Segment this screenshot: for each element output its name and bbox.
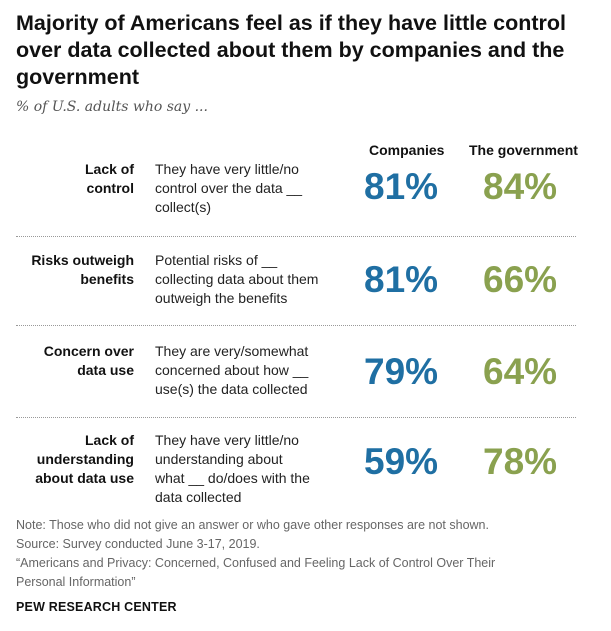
row-category-label: Lack of control	[85, 160, 134, 198]
row-description-line: collecting data about them	[155, 271, 319, 287]
row-category-label: Concern over data use	[44, 342, 134, 380]
row-description-line: control over the data __	[155, 180, 303, 196]
row-category-line: benefits	[80, 271, 134, 287]
column-header-government: The government	[469, 142, 578, 158]
footnote-citation-continued: Personal Information”	[16, 575, 136, 589]
row-category-line: Risks outweigh	[31, 252, 134, 268]
row-category-label: Risks outweigh benefits	[31, 251, 134, 289]
row-category-label: Lack of understanding about data use	[35, 431, 134, 488]
footnote-citation: “Americans and Privacy: Concerned, Confu…	[16, 556, 496, 570]
row-category-line: data use	[77, 362, 134, 378]
chart-subtitle: % of U.S. adults who say ...	[16, 99, 208, 115]
value-companies: 81%	[364, 166, 439, 207]
row-category-line: control	[86, 180, 134, 196]
row-divider	[16, 236, 576, 237]
row-description: They have very little/no control over th…	[155, 160, 302, 217]
value-companies: 59%	[364, 441, 439, 482]
row-description-line: what __ do/does with the	[155, 470, 310, 486]
row-category-line: Lack of	[84, 432, 134, 448]
footnote-source: Source: Survey conducted June 3-17, 2019…	[16, 537, 260, 551]
row-category-line: about data use	[35, 470, 134, 486]
value-government: 66%	[483, 259, 558, 300]
row-description-line: They have very little/no	[155, 161, 299, 177]
row-description-line: Potential risks of __	[155, 252, 278, 268]
row-description-line: outweigh the benefits	[155, 290, 288, 306]
footnote-note: Note: Those who did not give an answer o…	[16, 518, 489, 532]
row-category-line: Lack of	[84, 161, 134, 177]
row-description-line: data collected	[155, 489, 242, 505]
chart-title: Majority of Americans feel as if they ha…	[16, 11, 566, 89]
value-companies: 81%	[364, 259, 439, 300]
row-description: They have very little/no understanding a…	[155, 431, 310, 507]
brand-logo-text: PEW RESEARCH CENTER	[16, 600, 177, 614]
row-description: Potential risks of __ collecting data ab…	[155, 251, 318, 308]
row-divider	[16, 325, 576, 326]
row-description-line: concerned about how __	[155, 362, 309, 378]
row-category-line: understanding	[36, 451, 134, 467]
row-description-line: They have very little/no	[155, 432, 299, 448]
column-header-companies: Companies	[369, 142, 445, 158]
value-government: 64%	[483, 351, 558, 392]
row-description-line: They are very/somewhat	[155, 343, 309, 359]
row-description-line: collect(s)	[155, 199, 212, 215]
row-description-line: use(s) the data collected	[155, 381, 308, 397]
value-government: 78%	[483, 441, 558, 482]
row-description: They are very/somewhat concerned about h…	[155, 342, 308, 399]
row-divider	[16, 417, 576, 418]
value-companies: 79%	[364, 351, 439, 392]
row-description-line: understanding about	[155, 451, 283, 467]
value-government: 84%	[483, 166, 558, 207]
row-category-line: Concern over	[43, 343, 134, 359]
